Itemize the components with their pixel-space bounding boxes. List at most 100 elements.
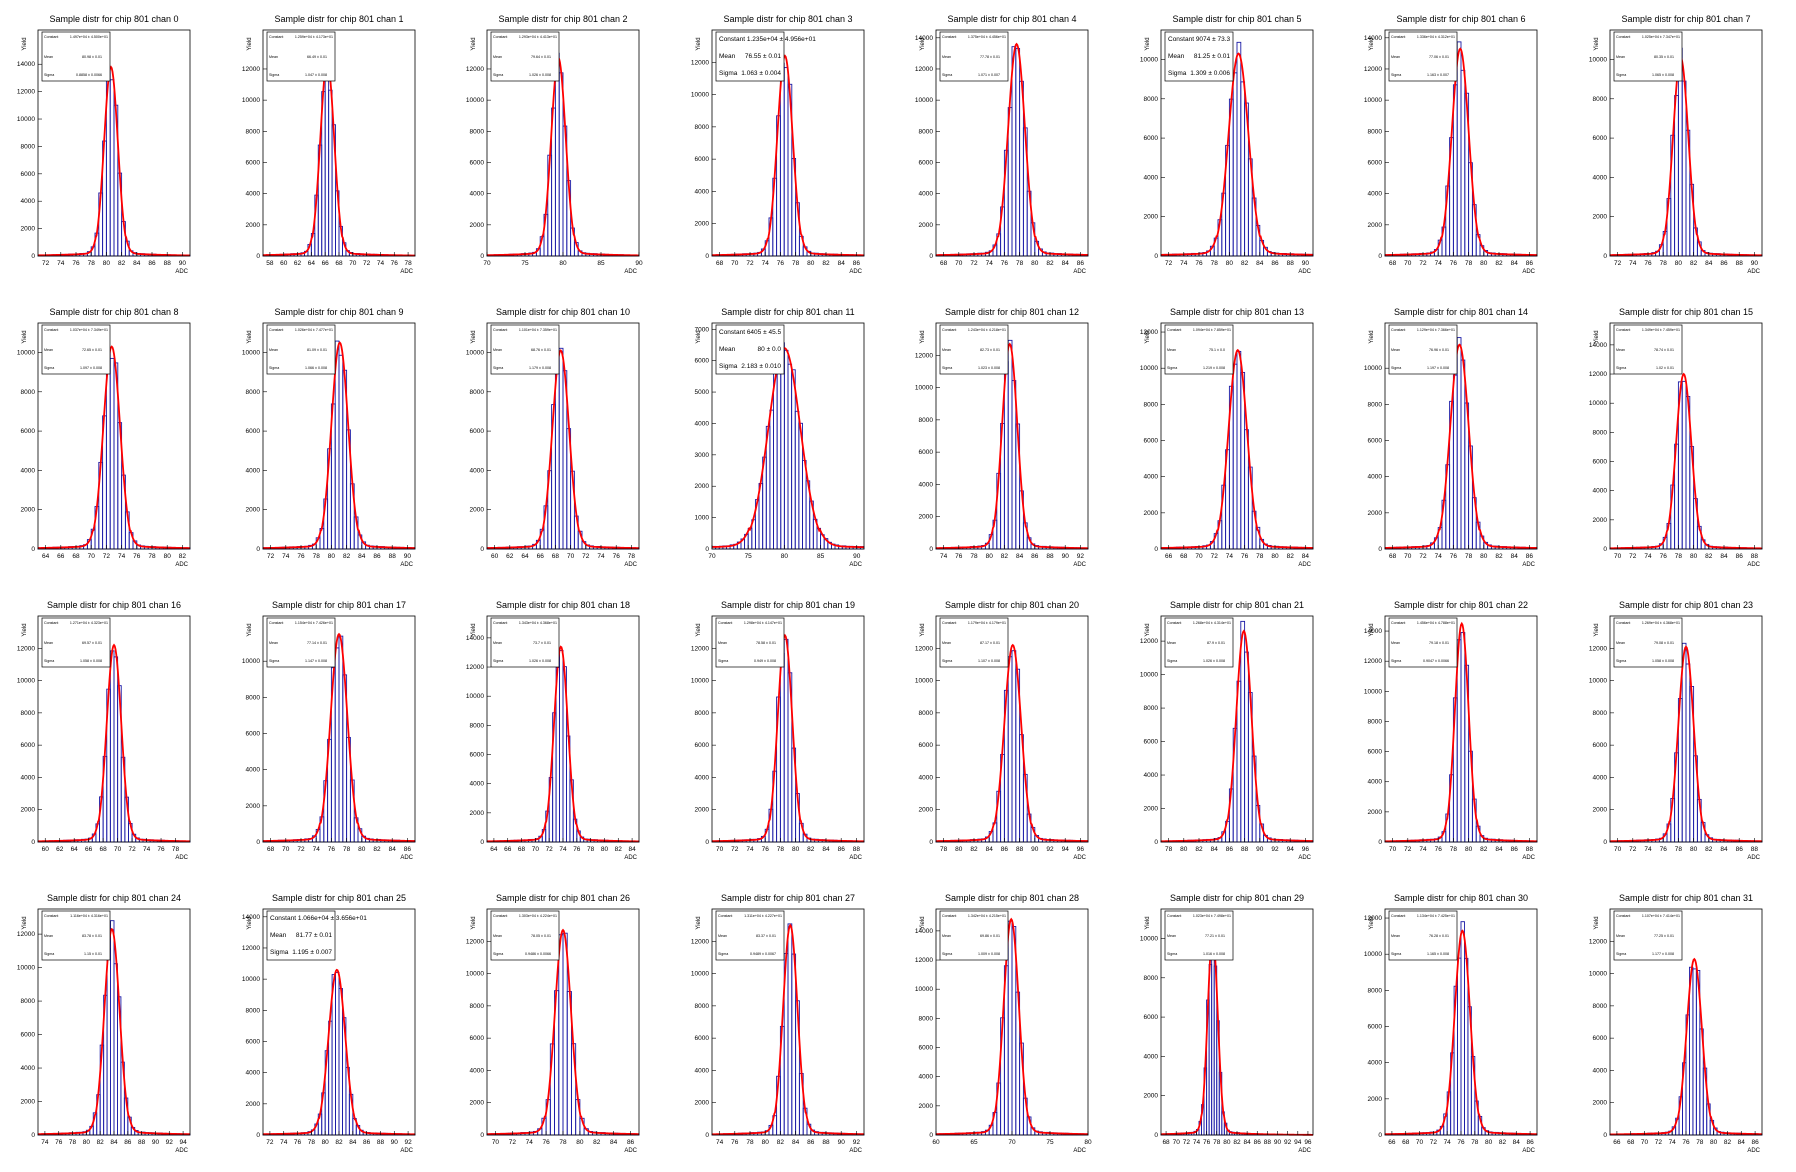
stats-sigma-label: Sigma <box>269 73 279 77</box>
histogram-bars <box>1609 966 1762 1136</box>
stats-sigma-label: Sigma <box>942 73 952 77</box>
stats-sigma-label: Sigma <box>1616 952 1626 956</box>
x-tick-label: 88 <box>388 553 396 560</box>
x-tick-label: 86 <box>148 260 156 267</box>
histogram-svg: Sample distr for chip 801 chan 30 66 68 70 7… <box>1364 893 1538 1154</box>
x-tick-label: 80 <box>1223 1139 1231 1146</box>
y-tick-label: 8000 <box>1592 429 1607 436</box>
histogram-bars <box>1609 380 1762 550</box>
y-tick-label: 5000 <box>694 389 709 396</box>
stats-constant-label: Constant <box>718 621 732 625</box>
stats-sigma-label: Sigma <box>493 659 503 663</box>
x-tick-label: 66 <box>504 846 512 853</box>
y-tick-label: 2000 <box>1143 1093 1158 1100</box>
y-tick-label: 10000 <box>1588 56 1606 63</box>
x-tick-label: 70 <box>715 846 723 853</box>
x-tick-label: 72 <box>1404 846 1412 853</box>
x-tick-label: 88 <box>1750 553 1758 560</box>
y-tick-label: 8000 <box>470 722 485 729</box>
fit-curve <box>1384 47 1538 256</box>
x-tick-label: 76 <box>297 553 305 560</box>
y-axis-label: Yield <box>22 916 28 929</box>
histogram-panel: Sample distr for chip 801 chan 25 72 74 76 7… <box>225 879 450 1172</box>
x-tick-label: 76 <box>327 846 335 853</box>
stats-constant: 1.271e+04 ± 4.323e+01 <box>70 621 108 625</box>
x-tick-label: 74 <box>715 1139 723 1146</box>
x-tick-label: 72 <box>509 1139 517 1146</box>
x-tick-label: 64 <box>42 553 50 560</box>
x-tick-label: 94 <box>1286 846 1294 853</box>
y-tick-label: 4000 <box>470 1067 485 1074</box>
x-tick-label: 80 <box>1674 260 1682 267</box>
histogram-panel: Sample distr for chip 801 chan 23 70 72 74 7… <box>1572 586 1796 879</box>
x-tick-label: 84 <box>1511 260 1519 267</box>
stats-sigma: 1.165 ± 0.008 <box>1427 952 1449 956</box>
y-tick-label: 6000 <box>245 428 260 435</box>
x-axis-label: ADC <box>1298 269 1311 275</box>
stats-box <box>939 31 1009 82</box>
histogram-panel: Sample distr for chip 801 chan 19 70 72 74 7… <box>674 586 899 879</box>
x-tick-label: 70 <box>492 1139 500 1146</box>
y-tick-label: 2000 <box>919 807 934 814</box>
x-tick-label: 86 <box>837 846 845 853</box>
histogram-panel: Sample distr for chip 801 chan 10 60 62 64 6… <box>449 293 674 586</box>
x-tick-label: 76 <box>1202 1139 1210 1146</box>
x-tick-label: 90 <box>853 553 861 560</box>
x-axis-label: ADC <box>175 562 188 568</box>
x-tick-label: 70 <box>282 846 290 853</box>
y-tick-label: 12000 <box>466 664 484 671</box>
stats-mean: 69.57 ± 0.01 <box>82 641 102 645</box>
x-tick-label: 90 <box>1273 1139 1281 1146</box>
stats-mean: 81.77 ± 0.01 <box>295 932 331 939</box>
y-tick-label: 8000 <box>21 998 36 1005</box>
y-tick-label: 6000 <box>1592 459 1607 466</box>
stats-constant: 1.116e+04 ± 4.316e+01 <box>70 914 108 918</box>
panel-title: Sample distr for chip 801 chan 17 <box>271 600 405 610</box>
x-tick-label: 82 <box>1495 260 1503 267</box>
fit-curve <box>1384 621 1538 843</box>
y-tick-label: 8000 <box>1143 96 1158 103</box>
x-tick-label: 84 <box>1513 1139 1521 1146</box>
x-tick-label: 72 <box>970 260 978 267</box>
x-tick-label: 84 <box>1301 553 1309 560</box>
y-tick-label: 10000 <box>466 693 484 700</box>
x-tick-label: 90 <box>1031 846 1039 853</box>
y-tick-label: 2000 <box>470 1100 485 1107</box>
panel-title: Sample distr for chip 801 chan 27 <box>720 893 854 903</box>
x-tick-label: 88 <box>1735 260 1743 267</box>
x-tick-label: 92 <box>1046 846 1054 853</box>
y-tick-label: 4000 <box>919 1074 934 1081</box>
histogram-bin <box>1007 920 1013 1136</box>
x-tick-label: 86 <box>627 1139 635 1146</box>
y-tick-label: 4000 <box>919 191 934 198</box>
stats-sigma-label: Sigma <box>1391 366 1401 370</box>
x-tick-label: 70 <box>1613 846 1621 853</box>
histogram-panel: Sample distr for chip 801 chan 16 60 62 64 6… <box>0 586 225 879</box>
histogram-bin <box>790 953 796 1136</box>
x-tick-label: 82 <box>342 553 350 560</box>
x-tick-label: 90 <box>179 260 187 267</box>
x-tick-label: 78 <box>1256 553 1264 560</box>
stats-sigma-label: Sigma <box>719 363 738 370</box>
x-tick-label: 76 <box>1240 553 1248 560</box>
histogram-bin <box>113 963 118 1136</box>
x-tick-label: 84 <box>1016 553 1024 560</box>
x-tick-label: 70 <box>1195 553 1203 560</box>
stats-sigma: 1.219 ± 0.008 <box>1203 366 1225 370</box>
x-tick-label: 80 <box>1710 1139 1718 1146</box>
x-tick-label: 92 <box>852 1139 860 1146</box>
stats-constant: Constant 1.235e+04 ± 4.956e+01 <box>719 36 816 43</box>
y-tick-label: 4000 <box>1143 474 1158 481</box>
histogram-bin <box>1239 620 1245 843</box>
y-tick-label: 6000 <box>694 742 709 749</box>
histogram-panel: Sample distr for chip 801 chan 4 68 70 72 74… <box>898 0 1123 293</box>
histogram-svg: Sample distr for chip 801 chan 31 66 68 70 7… <box>1588 893 1762 1154</box>
x-axis-label: ADC <box>849 562 862 568</box>
histogram-bin <box>327 89 333 257</box>
x-tick-label: 72 <box>266 1139 274 1146</box>
y-axis-label: Yield <box>1369 37 1375 50</box>
stats-mean: 80.35 ± 0.01 <box>1654 55 1674 59</box>
x-axis-label: ADC <box>849 1148 862 1154</box>
x-axis-label: ADC <box>175 1148 188 1154</box>
y-tick-label: 0 <box>256 253 260 260</box>
